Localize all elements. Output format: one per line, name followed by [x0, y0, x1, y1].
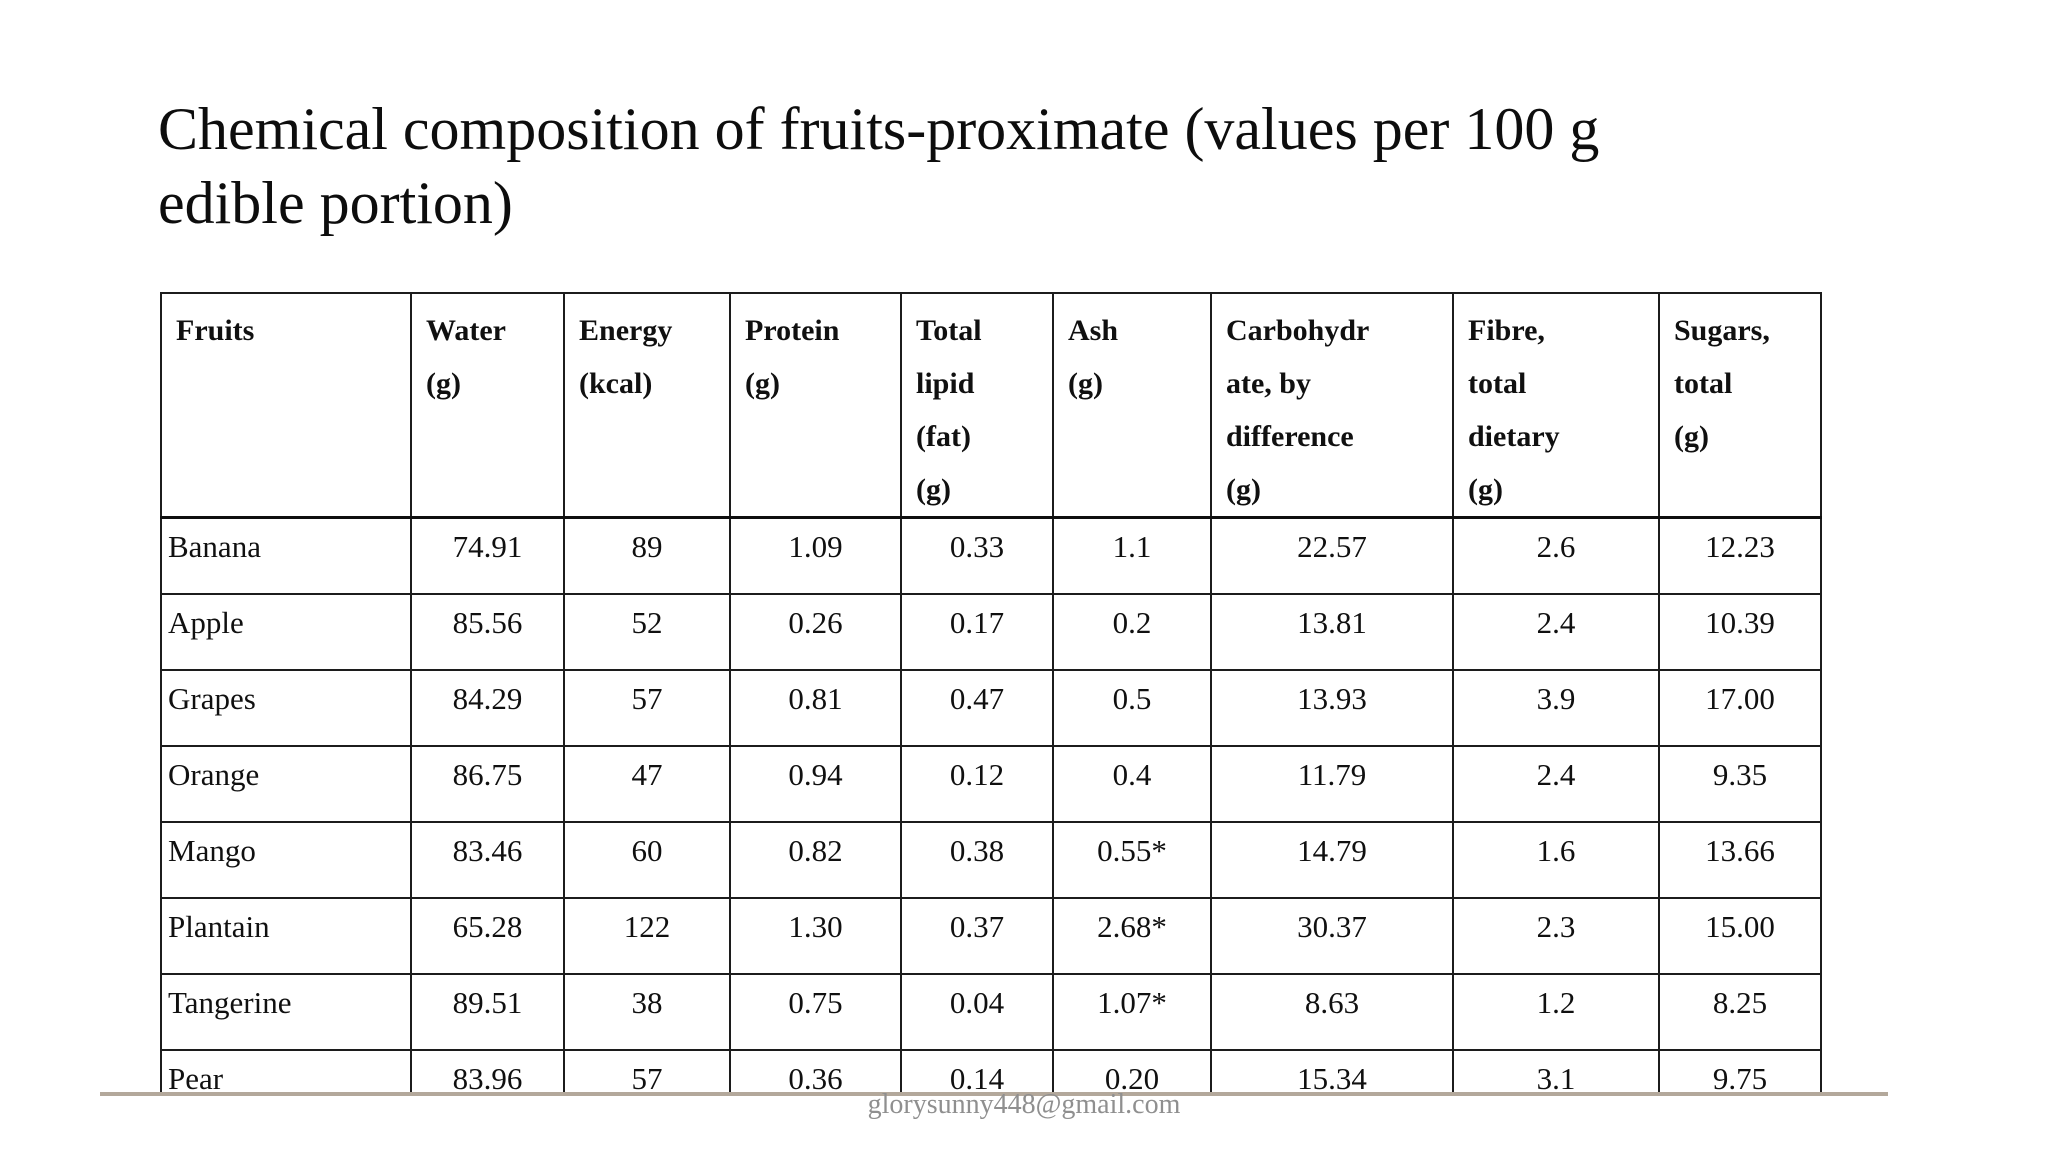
table-row: Grapes 84.29 57 0.81 0.47 0.5 13.93 3.9 17.00: [160, 668, 1822, 747]
value-cell: 0.47: [900, 668, 1054, 747]
fruit-name-cell: Mango: [160, 820, 412, 899]
value-cell: 3.1: [1452, 1048, 1660, 1095]
value-cell: 2.4: [1452, 592, 1660, 671]
value-cell: 47: [563, 744, 731, 823]
value-cell: 0.5: [1052, 668, 1212, 747]
header-cell-3: Protein (g): [729, 292, 902, 519]
header-cell-7: Fibre, total dietary (g): [1452, 292, 1660, 519]
page-title: Chemical composition of fruits-proximate…: [158, 92, 1918, 240]
value-cell: 1.1: [1052, 516, 1212, 595]
value-cell: 12.23: [1658, 516, 1822, 595]
value-cell: 57: [563, 668, 731, 747]
value-cell: 38: [563, 972, 731, 1051]
value-cell: 13.66: [1658, 820, 1822, 899]
value-cell: 13.81: [1210, 592, 1454, 671]
value-cell: 0.38: [900, 820, 1054, 899]
fruit-name-cell: Tangerine: [160, 972, 412, 1051]
value-cell: 52: [563, 592, 731, 671]
value-cell: 57: [563, 1048, 731, 1095]
value-cell: 15.00: [1658, 896, 1822, 975]
value-cell: 3.9: [1452, 668, 1660, 747]
value-cell: 1.07*: [1052, 972, 1212, 1051]
table-row: Banana 74.91 89 1.09 0.33 1.1 22.57 2.6 12.23: [160, 516, 1822, 595]
value-cell: 1.6: [1452, 820, 1660, 899]
value-cell: 0.26: [729, 592, 902, 671]
value-cell: 0.82: [729, 820, 902, 899]
fruit-name-cell: Orange: [160, 744, 412, 823]
fruit-name-cell: Banana: [160, 516, 412, 595]
value-cell: 1.30: [729, 896, 902, 975]
value-cell: 1.09: [729, 516, 902, 595]
table-row: Mango 83.46 60 0.82 0.38 0.55* 14.79 1.6 13.66: [160, 820, 1822, 899]
value-cell: 0.04: [900, 972, 1054, 1051]
value-cell: 0.4: [1052, 744, 1212, 823]
table-row: Plantain 65.28 122 1.30 0.37 2.68* 30.37 2.3 15.…: [160, 896, 1822, 975]
value-cell: 8.63: [1210, 972, 1454, 1051]
value-cell: 0.55*: [1052, 820, 1212, 899]
value-cell: 83.46: [410, 820, 565, 899]
fruit-name-cell: Apple: [160, 592, 412, 671]
watermark-email: glorysunny448@gmail.com: [867, 1089, 1181, 1120]
value-cell: 0.81: [729, 668, 902, 747]
value-cell: 0.12: [900, 744, 1054, 823]
header-cell-8: Sugars, total (g): [1658, 292, 1822, 519]
value-cell: 10.39: [1658, 592, 1822, 671]
header-cell-5: Ash (g): [1052, 292, 1212, 519]
value-cell: 86.75: [410, 744, 565, 823]
value-cell: 14.79: [1210, 820, 1454, 899]
table-row: Apple 85.56 52 0.26 0.17 0.2 13.81 2.4 10.39: [160, 592, 1822, 671]
fruits-table-container: Fruits Water (g) Energy (kcal) Protein (g) Tota…: [160, 292, 1832, 1095]
table-body: Banana 74.91 89 1.09 0.33 1.1 22.57 2.6 12.23 App…: [160, 516, 1822, 1095]
value-cell: 30.37: [1210, 896, 1454, 975]
value-cell: 0.20: [1052, 1048, 1212, 1095]
value-cell: 122: [563, 896, 731, 975]
page-title-line2: edible portion): [158, 170, 513, 236]
value-cell: 0.37: [900, 896, 1054, 975]
value-cell: 2.6: [1452, 516, 1660, 595]
value-cell: 85.56: [410, 592, 565, 671]
table-row: Orange 86.75 47 0.94 0.12 0.4 11.79 2.4 9.35: [160, 744, 1822, 823]
value-cell: 22.57: [1210, 516, 1454, 595]
fruit-name-cell: Pear: [160, 1048, 412, 1095]
value-cell: 83.96: [410, 1048, 565, 1095]
value-cell: 0.75: [729, 972, 902, 1051]
header-cell-6: Carbohydr ate, by difference (g): [1210, 292, 1454, 519]
value-cell: 15.34: [1210, 1048, 1454, 1095]
value-cell: 8.25: [1658, 972, 1822, 1051]
value-cell: 13.93: [1210, 668, 1454, 747]
value-cell: 0.94: [729, 744, 902, 823]
table-row: Tangerine 89.51 38 0.75 0.04 1.07* 8.63 1.2 8.25: [160, 972, 1822, 1051]
page-title-line1: Chemical composition of fruits-proximate…: [158, 96, 1600, 162]
value-cell: 11.79: [1210, 744, 1454, 823]
fruits-composition-table: Fruits Water (g) Energy (kcal) Protein (g) Tota…: [160, 292, 1822, 1095]
header-cell-2: Energy (kcal): [563, 292, 731, 519]
value-cell: 0.14: [900, 1048, 1054, 1095]
value-cell: 9.35: [1658, 744, 1822, 823]
value-cell: 2.4: [1452, 744, 1660, 823]
fruit-name-cell: Plantain: [160, 896, 412, 975]
table-row: Pear 83.96 57 0.36 0.14 0.20 15.34 3.1 9.75: [160, 1048, 1822, 1095]
header-cell-1: Water (g): [410, 292, 565, 519]
value-cell: 2.68*: [1052, 896, 1212, 975]
value-cell: 0.33: [900, 516, 1054, 595]
value-cell: 17.00: [1658, 668, 1822, 747]
value-cell: 60: [563, 820, 731, 899]
fruit-name-cell: Grapes: [160, 668, 412, 747]
value-cell: 74.91: [410, 516, 565, 595]
footer-divider-line: [100, 1092, 1888, 1096]
value-cell: 9.75: [1658, 1048, 1822, 1095]
value-cell: 65.28: [410, 896, 565, 975]
value-cell: 0.36: [729, 1048, 902, 1095]
value-cell: 1.2: [1452, 972, 1660, 1051]
table-header-row: Fruits Water (g) Energy (kcal) Protein (g) Tota…: [160, 292, 1822, 519]
value-cell: 0.17: [900, 592, 1054, 671]
value-cell: 84.29: [410, 668, 565, 747]
value-cell: 89: [563, 516, 731, 595]
value-cell: 89.51: [410, 972, 565, 1051]
header-cell-4: Total lipid (fat) (g): [900, 292, 1054, 519]
value-cell: 0.2: [1052, 592, 1212, 671]
value-cell: 2.3: [1452, 896, 1660, 975]
header-cell-0: Fruits: [160, 292, 412, 519]
